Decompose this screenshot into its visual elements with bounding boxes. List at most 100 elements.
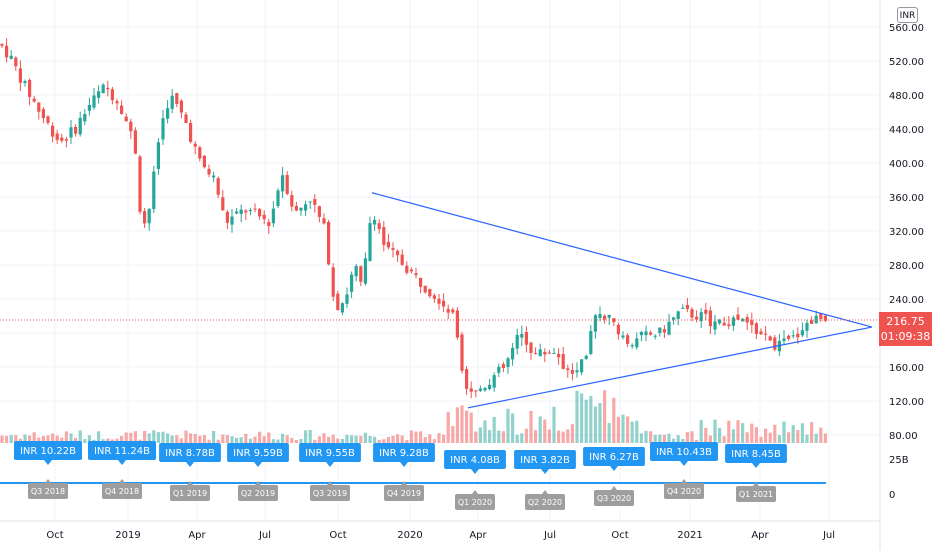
quarter-label: Q3 2020	[597, 494, 631, 503]
volume-bar	[23, 434, 27, 443]
x-tick-label: Jul	[543, 530, 556, 541]
volume-bar	[534, 430, 538, 443]
y-tick-label: 560.00	[889, 23, 924, 34]
volume-bar	[391, 435, 395, 443]
volume-bar	[474, 431, 478, 443]
candle-body	[133, 130, 137, 154]
volume-bar	[782, 421, 786, 443]
volume-bar	[340, 438, 344, 443]
time-axis[interactable]: Oct 2019 Apr Jul Oct 2020 Apr Jul Oct 2021 Apr Jul	[46, 530, 835, 541]
revenue-marker[interactable]: INR 9.28B Q4 2019	[373, 443, 435, 501]
volume-bar	[639, 433, 643, 443]
volume-bar	[156, 432, 160, 443]
candle-body	[718, 319, 722, 324]
candle-body	[262, 214, 266, 220]
volume-bar	[432, 439, 436, 443]
revenue-marker[interactable]: INR 8.78B Q1 2019	[159, 443, 221, 501]
last-price-value: 216.75	[886, 315, 925, 328]
upper-trendline[interactable]	[371, 192, 873, 328]
volume-bar	[662, 434, 666, 443]
quarter-label: Q1 2020	[458, 498, 492, 507]
volume-bar	[368, 436, 372, 443]
candle-body	[304, 204, 308, 211]
volume-bar	[354, 435, 358, 443]
candle-body	[736, 314, 740, 320]
candle-body	[276, 190, 280, 207]
price-axis[interactable]: 560.00 520.00 480.00 440.00 400.00 360.00 320.…	[889, 23, 924, 442]
candle-body	[722, 322, 726, 326]
volume-bar	[147, 433, 151, 443]
revenue-marker[interactable]: INR 6.27B Q3 2020	[583, 447, 645, 506]
y-tick-label: 120.00	[889, 397, 924, 408]
candle-body	[423, 285, 427, 293]
revenue-pointer	[326, 462, 334, 467]
revenue-marker[interactable]: INR 10.43B Q4 2020	[650, 442, 718, 499]
volume-bar	[396, 434, 400, 443]
revenue-value-box	[444, 450, 506, 469]
candle-body	[32, 98, 36, 102]
lower-trendline[interactable]	[467, 326, 873, 409]
revenue-marker[interactable]: INR 9.59B Q2 2019	[227, 443, 289, 501]
candle-body	[635, 338, 639, 348]
candle-body	[327, 221, 331, 265]
volume-bar	[129, 432, 133, 443]
candle-body	[488, 384, 492, 390]
volume-bar	[552, 406, 556, 443]
revenue-marker[interactable]: INR 8.45B Q1 2021	[725, 444, 787, 502]
volume-bar	[773, 424, 777, 443]
volume-bar	[258, 431, 262, 443]
candle-body	[92, 95, 96, 108]
candle-body	[138, 156, 142, 212]
candle-body	[184, 114, 188, 124]
volume-bar	[718, 427, 722, 443]
candle-body	[515, 334, 519, 349]
volume-bar	[386, 436, 390, 443]
volume-bar	[32, 432, 36, 443]
candle-body	[336, 293, 340, 311]
revenue-pointer	[118, 460, 126, 465]
candle-body	[9, 55, 13, 59]
y-tick-label: 520.00	[889, 57, 924, 68]
x-tick-label: Apr	[751, 530, 769, 541]
candle-body	[750, 320, 754, 325]
volume-bar	[759, 436, 763, 443]
volume-bar	[570, 424, 574, 443]
revenue-marker[interactable]: INR 4.08B Q1 2020	[444, 450, 506, 510]
revenue-marker[interactable]: INR 10.22B Q3 2018	[14, 441, 82, 499]
revenue-marker[interactable]: INR 9.55B Q3 2019	[299, 443, 361, 501]
candle-body	[23, 81, 27, 84]
volume-bar	[589, 396, 593, 443]
candle-body	[400, 254, 404, 265]
candle-body	[110, 89, 114, 101]
volume-bar	[235, 437, 239, 443]
candle-body	[60, 137, 64, 141]
volume-bar	[28, 435, 32, 443]
candle-body	[653, 335, 657, 337]
candle-body	[64, 139, 68, 141]
volume-bar	[584, 399, 588, 443]
revenue-marker[interactable]: INR 3.82B Q2 2020	[514, 450, 576, 510]
volume-bar	[216, 439, 220, 443]
volume-bar	[667, 433, 671, 443]
candle-body	[41, 109, 45, 119]
quarter-box	[525, 494, 565, 510]
volume-bar	[198, 435, 202, 443]
candle-body	[584, 355, 588, 359]
candle-body	[368, 223, 372, 261]
candle-body	[267, 222, 271, 227]
revenue-marker[interactable]: INR 11.24B Q4 2018	[88, 441, 156, 499]
candle-body	[557, 353, 561, 358]
volume-bar	[41, 435, 45, 443]
volume-bar	[823, 433, 827, 443]
candle-body	[791, 335, 795, 337]
candle-body	[363, 258, 367, 284]
volume-bar	[543, 419, 547, 443]
revenue-pointer	[400, 462, 408, 467]
volume-bar	[166, 433, 170, 443]
currency-badge[interactable]: INR	[897, 7, 918, 23]
quarter-box	[102, 483, 142, 499]
quarter-box	[594, 490, 634, 506]
revenue-value: INR 10.43B	[656, 447, 712, 458]
volume-bar	[754, 427, 758, 443]
